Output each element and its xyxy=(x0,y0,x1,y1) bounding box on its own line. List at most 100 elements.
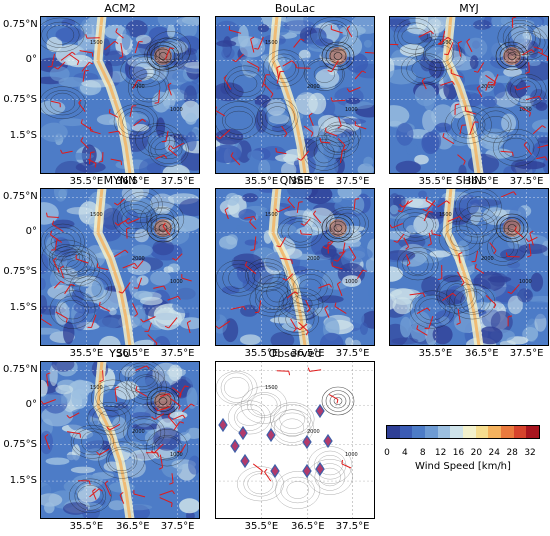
longitude-tick-label: 37.5°E xyxy=(509,348,544,359)
wind-barb xyxy=(52,257,60,273)
colorbar-segment xyxy=(399,426,413,438)
wind-barb xyxy=(132,260,144,270)
wind-barb xyxy=(232,53,244,63)
terrain-contour xyxy=(51,246,80,268)
terrain-contour xyxy=(222,263,255,293)
terrain-contour xyxy=(292,274,328,301)
terrain-contour xyxy=(53,250,100,287)
terrain-contour xyxy=(491,235,515,258)
wind-barb xyxy=(532,125,546,135)
wind-speed-patch xyxy=(215,144,242,164)
terrain-contour xyxy=(505,73,547,107)
panel-title: QNSE xyxy=(279,174,311,187)
wind-barb xyxy=(403,237,410,250)
longitude-tick-label: 35.5°E xyxy=(418,176,453,187)
terrain-contour xyxy=(317,455,343,476)
wind-speed-patch xyxy=(414,84,437,107)
wind-barb xyxy=(339,242,346,254)
terrain-contour xyxy=(270,402,315,436)
colorbar-label: Wind Speed [km/h] xyxy=(415,461,511,472)
wind-barb xyxy=(89,151,95,165)
wind-barb xyxy=(327,60,339,73)
wind-barb xyxy=(537,51,549,61)
latitude-tick-label: 0.75°N xyxy=(3,19,38,31)
wind-speed-patch xyxy=(303,16,314,30)
wind-barb xyxy=(182,403,195,413)
wind-speed-patch xyxy=(507,261,521,269)
latitude-tick-label: 0.75°N xyxy=(3,191,38,203)
longitude-tick-label: 36.5°E xyxy=(465,176,499,187)
wind-speed-patch xyxy=(215,247,234,270)
wind-barb xyxy=(331,262,343,270)
wind-barb xyxy=(254,300,262,314)
wind-barb xyxy=(485,74,496,87)
station-marker xyxy=(270,463,280,479)
wind-barb xyxy=(108,108,119,118)
wind-barb xyxy=(133,118,146,127)
wind-speed-patch xyxy=(64,152,94,160)
wind-speed-patch xyxy=(514,160,546,170)
wind-barb xyxy=(67,431,81,438)
wind-speed-patch xyxy=(479,133,504,150)
wind-barb xyxy=(437,30,446,45)
terrain-contour xyxy=(492,128,540,167)
wind-barb xyxy=(154,90,160,104)
wind-speed-patch xyxy=(258,159,271,174)
wind-barb xyxy=(354,70,367,80)
map-frame xyxy=(215,16,375,174)
wind-speed-patch xyxy=(528,255,549,273)
wind-speed-patch xyxy=(517,288,533,303)
terrain-contour xyxy=(232,74,258,93)
longitude-tick-label: 37.5°E xyxy=(160,348,195,359)
wind-speed-patch xyxy=(332,196,342,203)
wind-speed-patch xyxy=(46,36,63,53)
wind-speed-patch xyxy=(389,252,414,263)
terrain-contour xyxy=(41,21,80,48)
wind-speed-patch xyxy=(389,105,410,127)
wind-speed-patch xyxy=(169,215,200,232)
wind-barb xyxy=(115,28,124,39)
wind-barb xyxy=(296,201,303,213)
wind-speed-patch xyxy=(49,269,66,289)
wind-speed-patch xyxy=(305,188,333,205)
peak-contour xyxy=(154,220,172,236)
contour-label: 2000 xyxy=(132,429,145,435)
wind-speed-patch xyxy=(535,102,548,111)
wind-barb xyxy=(114,386,119,402)
terrain-contour xyxy=(266,281,288,303)
wind-barb xyxy=(457,40,462,57)
wind-speed-patch xyxy=(275,153,300,162)
wind-barb xyxy=(440,80,455,86)
wind-barb xyxy=(51,238,58,251)
terrain-contour xyxy=(73,428,112,456)
terrain-contour xyxy=(149,31,192,68)
colorbar-tick-label: 32 xyxy=(524,448,536,458)
wind-barb xyxy=(276,65,281,79)
terrain-contour xyxy=(108,449,136,472)
wind-barb xyxy=(171,387,182,398)
terrain-contour xyxy=(282,291,320,317)
wind-speed-patch xyxy=(96,289,121,312)
panel-title: BouLac xyxy=(274,2,316,15)
terrain-contour xyxy=(482,116,510,134)
high-wind-core xyxy=(96,188,132,346)
wind-speed-patch xyxy=(368,281,375,304)
wind-speed-patch xyxy=(40,277,46,291)
terrain-contour xyxy=(243,471,278,497)
wind-speed-patch xyxy=(154,205,171,215)
wind-barb xyxy=(424,315,434,330)
wind-speed-patch xyxy=(345,97,361,105)
wind-speed-patch xyxy=(65,54,93,68)
wind-speed-patch xyxy=(532,119,549,133)
wind-barb xyxy=(87,314,97,328)
wind-speed-patch xyxy=(330,237,361,250)
wind-barb xyxy=(457,154,466,166)
wind-speed-patch xyxy=(418,190,427,199)
wind-speed-patch xyxy=(91,279,104,298)
longitude-tick-label: 35.5°E xyxy=(244,521,279,532)
wind-speed-patch xyxy=(288,87,309,95)
wind-speed-patch xyxy=(63,321,75,345)
wind-barb xyxy=(507,284,520,295)
peak-contour xyxy=(150,217,176,239)
terrain-contour xyxy=(446,283,468,306)
